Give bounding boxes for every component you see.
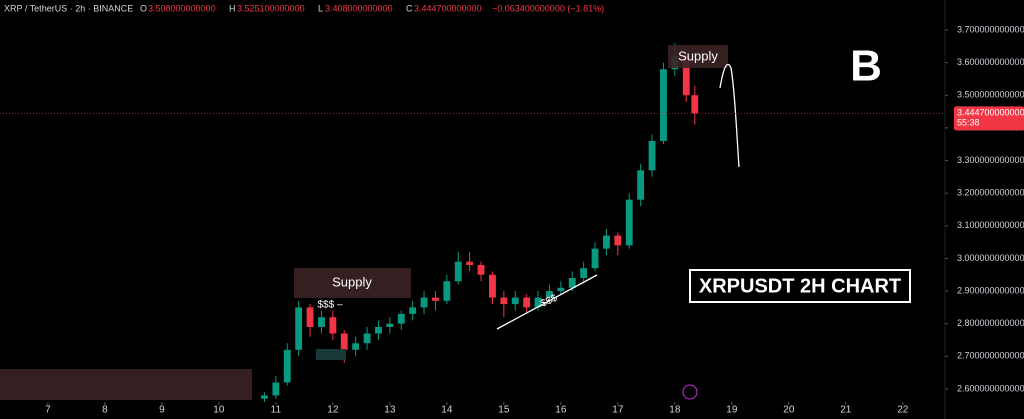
candle-body <box>443 281 451 301</box>
candle-body <box>591 248 599 269</box>
candle-body <box>432 297 439 301</box>
x-tick-label: 18 <box>669 405 681 416</box>
candle-body <box>306 307 314 327</box>
candle-body <box>352 343 360 350</box>
x-tick-label: 19 <box>726 405 738 416</box>
candle-body <box>557 287 565 292</box>
candle-body <box>318 317 325 327</box>
candle-body <box>568 278 576 288</box>
candle-body <box>614 235 622 246</box>
y-tick-label: 3.600000000000 <box>957 57 1024 67</box>
y-tick-label: 2.800000000000 <box>957 318 1024 328</box>
x-tick-label: 12 <box>327 405 339 416</box>
candle-body <box>625 199 633 246</box>
candle-body <box>340 333 348 350</box>
candle-body <box>682 56 690 96</box>
event-icon[interactable] <box>682 384 698 400</box>
x-tick-label: 13 <box>384 405 396 416</box>
caption: XRPUSDT 2H CHART <box>699 275 901 297</box>
x-tick-label: 7 <box>45 405 51 416</box>
candle-body <box>534 297 542 308</box>
candle-body <box>603 235 610 249</box>
candle-body <box>409 307 417 314</box>
x-tick-label: 22 <box>897 405 909 416</box>
annotation: Supply <box>678 48 718 63</box>
supply-zone <box>294 268 411 298</box>
x-tick-label: 16 <box>555 405 567 416</box>
candle-body <box>489 274 496 298</box>
annotation: $$$ – <box>317 300 342 311</box>
supply-zone <box>668 45 728 68</box>
ohlc-value: 3.444700000000 <box>414 3 482 13</box>
y-tick-label: 3.700000000000 <box>957 24 1024 34</box>
candle-body <box>523 297 531 308</box>
candle-body <box>329 317 337 334</box>
y-tick-label: 3.000000000000 <box>957 253 1024 263</box>
y-tick-label: 2.600000000000 <box>957 383 1024 393</box>
candle-body <box>466 261 474 265</box>
plot-area <box>261 43 699 402</box>
last-price-label: 3.444700000000 <box>957 108 1024 118</box>
candle-body <box>283 349 291 383</box>
candle-body <box>261 395 268 399</box>
annotation: Supply <box>332 274 372 289</box>
symbol: XRP / TetherUS · 2h · BINANCE <box>4 3 133 13</box>
candle-body <box>375 326 382 334</box>
x-tick-label: 11 <box>271 405 282 416</box>
candle-body <box>637 170 645 200</box>
x-tick-label: 10 <box>213 405 225 416</box>
candle-body <box>511 297 519 305</box>
trend-line <box>496 274 598 330</box>
countdown: 55:38 <box>957 118 980 128</box>
x-tick-label: 8 <box>102 405 108 416</box>
logo: B <box>850 42 882 91</box>
ohlc-label: L <box>318 3 323 13</box>
demand-zone <box>0 369 252 400</box>
x-tick-label: 17 <box>612 405 624 416</box>
candle-body <box>500 297 508 305</box>
candle-body <box>546 291 553 298</box>
ohlc-value: 3.525100000000 <box>237 3 305 13</box>
marker-box <box>316 349 346 360</box>
candle-body <box>580 268 588 279</box>
candle-body <box>363 333 371 344</box>
ohlc-label: H <box>229 3 236 13</box>
ohlc-value: 3.408000000000 <box>325 3 393 13</box>
candle-body <box>454 261 462 282</box>
y-tick-label: 3.100000000000 <box>957 220 1024 230</box>
caption-box <box>689 269 911 303</box>
price-axis <box>945 0 1024 419</box>
y-tick-label: 3.300000000000 <box>957 155 1024 165</box>
last-price-tag <box>954 106 1024 131</box>
y-tick-label: 2.700000000000 <box>957 351 1024 361</box>
y-tick-label: 3.200000000000 <box>957 188 1024 198</box>
candle-body <box>691 95 699 114</box>
ohlc-value: 3.508000000000 <box>148 3 216 13</box>
candle-body <box>397 313 405 324</box>
x-tick-label: 21 <box>840 405 852 416</box>
candle-body <box>272 382 280 396</box>
x-tick-label: 9 <box>159 405 165 416</box>
ohlc-label: O <box>140 3 147 13</box>
y-tick-label: 2.900000000000 <box>957 285 1024 295</box>
x-tick-label: 15 <box>498 405 510 416</box>
candle-body <box>295 307 303 350</box>
x-tick-label: 20 <box>783 405 795 416</box>
y-tick-label: 3.500000000000 <box>957 90 1024 100</box>
candle-body <box>648 140 656 171</box>
ohlc-label: C <box>406 3 413 13</box>
change: −0.063400000000 (−1.81%) <box>492 3 604 13</box>
candle-body <box>477 264 485 275</box>
projection-arrow <box>719 63 740 168</box>
candle-body <box>660 69 667 141</box>
candle-body <box>386 323 394 327</box>
x-tick-label: 14 <box>441 405 453 416</box>
candle-body <box>420 297 428 308</box>
